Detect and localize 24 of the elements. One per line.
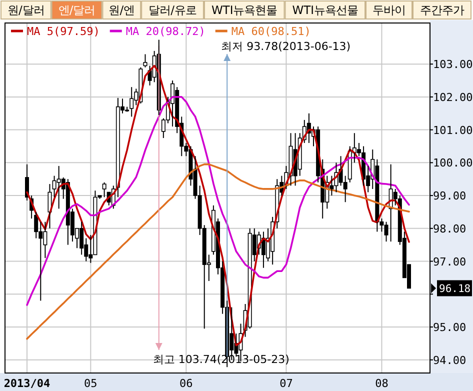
x-tick-label: 2013/04 bbox=[4, 377, 51, 390]
candlestick bbox=[143, 54, 148, 68]
y-tick-label: 100.00 bbox=[433, 156, 473, 170]
y-tick-label: 103.00 bbox=[433, 58, 473, 72]
tabs: 원/달러 엔/달러 원/엔 달러/유로 WTI뉴욕현물 WTI뉴욕선물 두바이 주간주가 bbox=[0, 0, 472, 20]
candlestick bbox=[130, 86, 134, 118]
x-tick-label: 08 bbox=[375, 377, 388, 390]
legend-label: MA 60(98.51) bbox=[231, 25, 311, 38]
y-tick-label: 102.00 bbox=[433, 90, 473, 104]
y-tick-label: 98.00 bbox=[433, 222, 466, 236]
candlestick bbox=[34, 211, 38, 239]
y-tick-label: 94.00 bbox=[433, 354, 466, 367]
legend-label: MA 20(98.72) bbox=[126, 25, 206, 38]
legend-label: MA 5(97.59) bbox=[27, 25, 100, 38]
y-tick-label: 99.00 bbox=[433, 190, 466, 203]
x-tick-label: 07 bbox=[280, 377, 293, 390]
y-tick-label: 95.00 bbox=[433, 320, 466, 334]
y-tick-label: 97.00 bbox=[433, 255, 466, 268]
x-tick-label: 06 bbox=[180, 377, 193, 390]
x-tick-label: 05 bbox=[84, 377, 98, 390]
annotation: 최저 93.78(2013-06-13) bbox=[221, 40, 351, 53]
candlestick bbox=[48, 184, 52, 229]
y-tick-label: 101.00 bbox=[433, 124, 473, 137]
text: 96.18 bbox=[439, 283, 471, 296]
